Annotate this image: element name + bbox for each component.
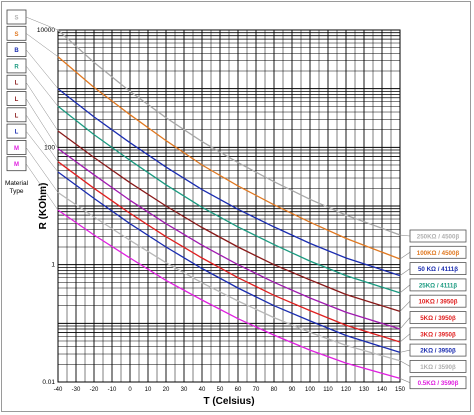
legend-box — [409, 327, 467, 341]
legend-box — [409, 294, 467, 308]
series-line — [57, 105, 401, 294]
material-leader-line — [25, 147, 59, 193]
legend-box — [409, 376, 467, 390]
x-tick-label: 30 — [181, 387, 188, 393]
legend-leader-line — [399, 268, 411, 276]
material-letter: L — [15, 113, 19, 119]
material-leader-line — [25, 33, 59, 57]
x-tick-label: -40 — [54, 387, 63, 393]
legend-leader-line — [399, 252, 411, 260]
legend-box — [409, 359, 467, 373]
material-letter: B — [14, 48, 19, 54]
y-tick-label: 10000 — [37, 27, 55, 34]
material-leader-line — [25, 49, 59, 89]
legend-label: 10KΩ / 3950β — [418, 299, 457, 306]
series-line — [57, 161, 401, 343]
legend-label: 3KΩ / 3950β — [420, 331, 456, 338]
series-line — [57, 171, 401, 354]
material-letter: S — [14, 32, 18, 38]
material-leader-line — [25, 65, 59, 107]
legend-leader-line — [399, 360, 411, 367]
series-line — [57, 191, 401, 362]
material-leader-line — [25, 163, 59, 211]
x-tick-label: 100 — [305, 387, 316, 393]
x-axis-title: T (Celsius) — [203, 396, 254, 407]
legend-box — [409, 311, 467, 324]
legend-label: 2KΩ / 3950β — [420, 348, 456, 355]
series-line — [57, 148, 401, 330]
legend-leader-line — [399, 234, 411, 237]
material-type-caption: Type — [9, 188, 23, 195]
y-tick-label: 0.01 — [42, 379, 55, 386]
material-leader-line — [25, 16, 59, 31]
x-tick-label: 110 — [323, 387, 333, 393]
legend-label: 50 KΩ / 4111β — [418, 266, 458, 273]
legend-label: 0.5KΩ / 3590β — [418, 380, 459, 387]
x-tick-label: 70 — [253, 387, 260, 393]
material-letter: M — [14, 162, 19, 168]
x-tick-label: 90 — [289, 387, 296, 393]
x-tick-label: -30 — [72, 387, 81, 393]
legend-label: 250KΩ / 4500β — [417, 234, 460, 241]
y-axis-title: R (KOhm) — [38, 183, 49, 230]
material-leader-line — [25, 130, 59, 173]
x-tick-label: 140 — [377, 387, 388, 393]
legend-label: 100KΩ / 4500β — [417, 250, 460, 257]
y-tick-label: 1 — [51, 262, 55, 269]
legend-leader-line — [399, 333, 411, 343]
x-tick-label: 0 — [128, 387, 132, 393]
series-line — [57, 130, 401, 313]
series-line — [57, 88, 401, 277]
material-leader-line — [25, 114, 59, 162]
x-tick-label: 40 — [199, 387, 206, 393]
legend-label: 25KΩ / 4111β — [419, 282, 458, 289]
x-tick-label: 20 — [163, 387, 170, 393]
material-leader-line — [25, 82, 59, 132]
legend-box — [409, 278, 467, 292]
series-line — [57, 56, 401, 260]
material-letter: L — [15, 130, 19, 136]
legend-box — [409, 229, 467, 243]
legend-box — [409, 343, 467, 357]
material-letter: S — [14, 16, 18, 22]
legend-label: 1KΩ / 3590β — [420, 364, 456, 371]
material-letter: L — [15, 97, 19, 103]
legend-box — [409, 245, 467, 259]
x-tick-label: 130 — [359, 387, 370, 393]
legend-leader-line — [399, 378, 411, 383]
series-line — [57, 209, 401, 380]
legend-leader-line — [399, 349, 411, 353]
material-leader-line — [25, 98, 59, 149]
x-tick-label: 120 — [341, 387, 352, 393]
y-tick-label: 100 — [44, 144, 55, 151]
x-tick-label: 10 — [145, 387, 152, 393]
legend-leader-line — [399, 284, 411, 294]
series-line — [57, 29, 401, 236]
material-letter: L — [15, 81, 19, 87]
legend-leader-line — [399, 300, 411, 312]
legend-leader-line — [399, 317, 411, 330]
x-tick-label: 60 — [235, 387, 242, 393]
x-tick-label: 50 — [217, 387, 224, 393]
legend-label: 5KΩ / 3950β — [420, 315, 456, 322]
material-type-caption: Material — [5, 180, 29, 187]
x-tick-label: 80 — [271, 387, 278, 393]
material-letter: M — [14, 146, 19, 152]
x-tick-label: -10 — [108, 387, 117, 393]
material-letter: R — [14, 64, 19, 70]
x-tick-label: 150 — [395, 387, 406, 393]
legend-box — [409, 262, 467, 276]
x-tick-label: -20 — [90, 387, 99, 393]
